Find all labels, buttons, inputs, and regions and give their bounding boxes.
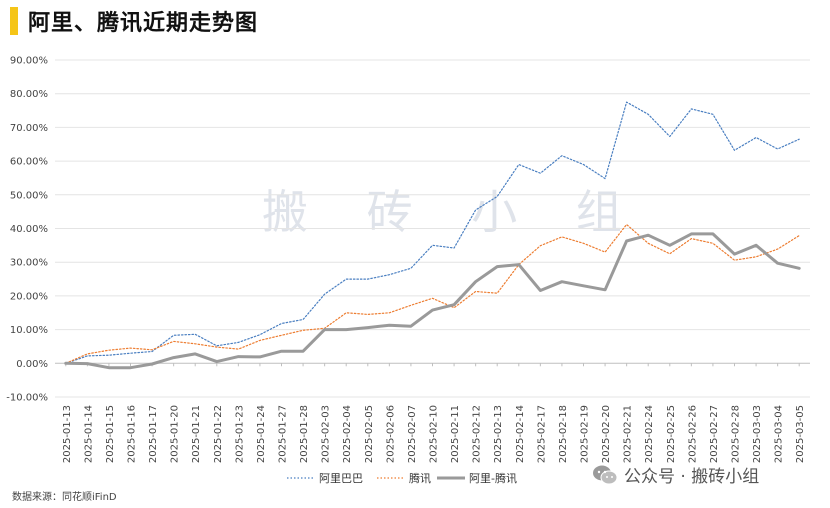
series-line-alibaba xyxy=(65,101,800,364)
y-tick-label: 70.00% xyxy=(10,123,48,134)
y-tick-label: 0.00% xyxy=(16,359,48,370)
x-tick-label: 2025-03-04 xyxy=(774,405,785,463)
title-accent-bar xyxy=(10,7,18,35)
x-tick-label: 2025-01-20 xyxy=(170,405,181,463)
x-tick-label: 2025-03-03 xyxy=(752,405,763,463)
x-tick-label: 2025-02-19 xyxy=(580,405,591,463)
x-tick-label: 2025-02-12 xyxy=(472,405,483,463)
x-tick-label: 2025-01-23 xyxy=(234,405,245,463)
x-tick-label: 2025-02-26 xyxy=(687,405,698,463)
x-tick-label: 2025-01-27 xyxy=(278,405,289,463)
x-tick-label: 2025-02-13 xyxy=(493,405,504,463)
x-tick-label: 2025-01-21 xyxy=(191,405,202,463)
series-line-tencent xyxy=(65,223,800,364)
legend-label-tencent: 腾讯 xyxy=(409,471,431,485)
x-tick-label: 2025-01-14 xyxy=(83,405,94,463)
y-tick-label: 40.00% xyxy=(10,224,48,235)
chart-title: 阿里、腾讯近期走势图 xyxy=(28,10,259,36)
x-tick-label: 2025-02-25 xyxy=(666,405,677,463)
x-tick-label: 2025-02-20 xyxy=(601,405,612,463)
y-tick-label: 80.00% xyxy=(10,89,48,100)
x-tick-label: 2025-02-28 xyxy=(731,405,742,463)
x-tick-label: 2025-02-10 xyxy=(429,405,440,463)
wechat-watermark: 公众号 · 搬砖小组 xyxy=(592,462,759,487)
wechat-icon xyxy=(593,465,618,484)
x-tick-label: 2025-02-27 xyxy=(709,405,720,463)
y-tick-label: -10.00% xyxy=(6,393,48,404)
legend-label-alibaba: 阿里巴巴 xyxy=(319,472,363,485)
y-tick-label: 30.00% xyxy=(10,258,48,269)
x-tick-label: 2025-02-03 xyxy=(321,405,332,463)
x-tick-label: 2025-01-28 xyxy=(299,405,310,463)
y-tick-label: 10.00% xyxy=(10,325,48,336)
x-tick-label: 2025-02-17 xyxy=(536,405,547,463)
x-tick-label: 2025-01-22 xyxy=(213,405,224,463)
wechat-label: 公众号 · 搬砖小组 xyxy=(624,467,760,487)
background-watermark: 搬 砖 小 组 xyxy=(262,185,644,239)
y-tick-label: 60.00% xyxy=(10,157,48,168)
x-tick-label: 2025-02-14 xyxy=(515,405,526,463)
y-tick-label: 50.00% xyxy=(10,190,48,201)
x-tick-label: 2025-01-15 xyxy=(105,405,116,463)
legend-label-spread: 阿里-腾讯 xyxy=(469,471,517,485)
x-tick-label: 2025-01-13 xyxy=(62,405,73,463)
y-tick-label: 90.00% xyxy=(10,56,48,67)
title-bar: 阿里、腾讯近期走势图 xyxy=(10,6,258,36)
x-tick-label: 2025-02-11 xyxy=(450,405,461,463)
x-tick-label: 2025-02-06 xyxy=(385,405,396,463)
x-tick-label: 2025-01-17 xyxy=(148,405,159,463)
y-tick-label: 20.00% xyxy=(10,291,48,302)
x-tick-label: 2025-02-05 xyxy=(364,405,375,463)
x-tick-label: 2025-02-21 xyxy=(623,405,634,463)
data-source-note: 数据来源：同花顺iFinD xyxy=(12,492,117,503)
x-tick-label: 2025-03-05 xyxy=(795,405,806,463)
x-tick-label: 2025-02-24 xyxy=(644,405,655,463)
x-tick-label: 2025-02-18 xyxy=(558,405,569,463)
x-tick-label: 2025-02-04 xyxy=(342,405,353,463)
x-tick-label: 2025-02-07 xyxy=(407,405,418,463)
x-tick-label: 2025-01-16 xyxy=(127,405,138,463)
x-tick-label: 2025-01-24 xyxy=(256,405,267,463)
series-line-spread xyxy=(64,232,801,370)
